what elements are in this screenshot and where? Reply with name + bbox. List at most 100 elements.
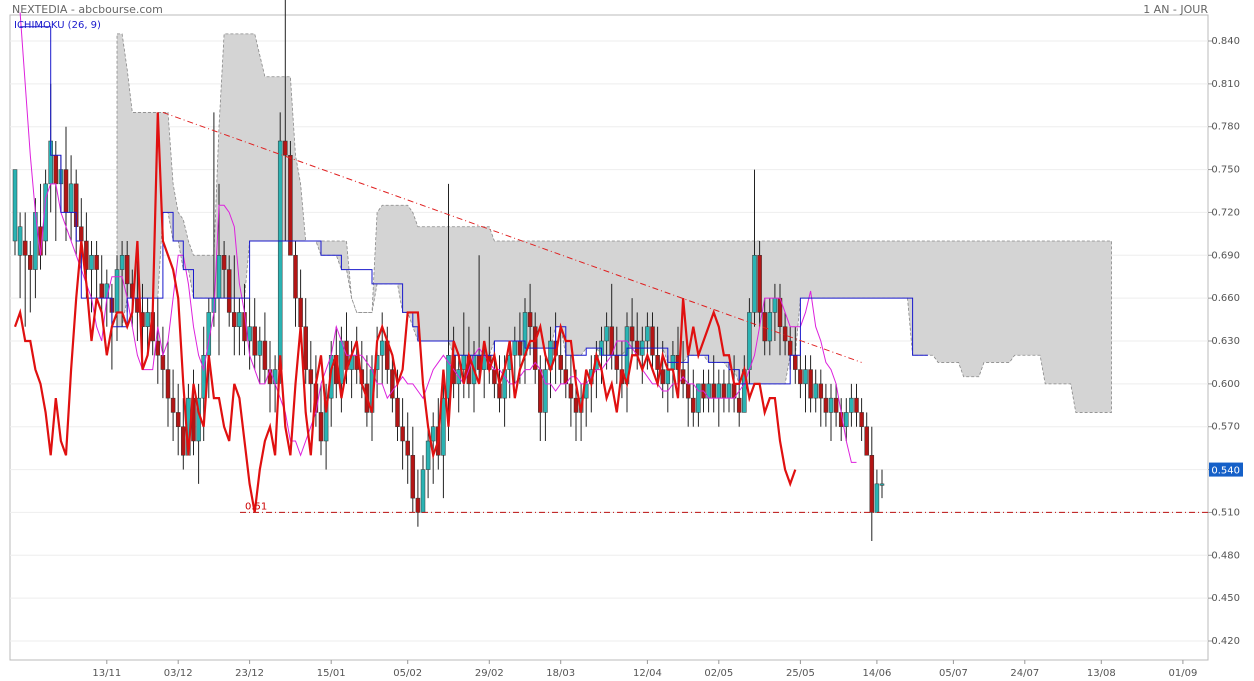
candle-down: [400, 426, 405, 442]
y-tick-label: 0.720: [1211, 207, 1240, 218]
candle-up: [68, 183, 74, 213]
candle-down: [267, 369, 273, 385]
candle-up: [665, 369, 671, 385]
candle-up: [257, 340, 263, 356]
candle-down: [226, 269, 232, 313]
candle-down: [395, 397, 400, 427]
candle-down: [28, 255, 33, 270]
x-tick-label: 13/11: [92, 668, 121, 679]
chart-title: NEXTEDIA - abcbourse.com: [12, 3, 163, 16]
candle-up: [379, 340, 385, 356]
candle-up: [323, 397, 329, 442]
candle-down: [757, 255, 762, 313]
candle-up: [512, 340, 518, 356]
y-tick-label: 0.420: [1211, 636, 1240, 647]
cloud-area: [116, 33, 1112, 413]
candle-up: [849, 397, 854, 413]
candle-up: [752, 255, 757, 313]
candle-down: [170, 397, 176, 413]
candle-up: [604, 326, 609, 342]
x-tick-label: 12/04: [633, 668, 662, 679]
candle-down: [864, 426, 869, 456]
candle-up: [828, 397, 834, 413]
candle-down: [221, 255, 227, 270]
candle-down: [869, 455, 875, 513]
candle-down: [573, 397, 579, 413]
candle-down: [833, 397, 839, 413]
x-tick-label: 13/08: [1087, 668, 1116, 679]
candle-up: [747, 312, 752, 370]
candle-up: [441, 397, 446, 456]
chikou-line: [13, 112, 797, 513]
candle-down: [782, 326, 788, 342]
ichimoku-cloud: [116, 33, 1112, 413]
candle-up: [430, 426, 436, 442]
candle-up: [772, 297, 778, 313]
candle-up: [277, 140, 283, 370]
candle-down: [165, 369, 171, 399]
support-label: 0.51: [245, 501, 267, 512]
candle-down: [63, 169, 69, 213]
candle-down: [99, 283, 104, 299]
candle-down: [823, 397, 829, 413]
candle-down: [298, 297, 303, 327]
candle-up: [874, 483, 880, 513]
candle-up: [645, 326, 650, 342]
candle-down: [660, 369, 665, 385]
candle-up: [726, 383, 732, 399]
candle-down: [318, 412, 324, 442]
candle-up: [696, 383, 701, 413]
candle-up: [12, 169, 18, 242]
candle-up: [879, 483, 885, 486]
y-tick-label: 0.690: [1211, 250, 1240, 261]
candle-down: [558, 355, 563, 370]
candle-down: [308, 369, 314, 385]
x-tick-label: 29/02: [475, 668, 504, 679]
indicator-label: ICHIMOKU (26, 9): [14, 20, 101, 31]
candle-down: [808, 369, 813, 399]
y-tick-label: 0.480: [1211, 550, 1240, 561]
y-tick-label: 0.570: [1211, 422, 1240, 433]
candle-down: [691, 397, 696, 413]
x-tick-label: 18/03: [546, 668, 575, 679]
candle-down: [293, 255, 298, 299]
candle-up: [844, 412, 849, 427]
y-tick-label: 0.450: [1211, 593, 1240, 604]
y-tick-label: 0.750: [1211, 165, 1240, 176]
x-tick-label: 24/07: [1010, 668, 1039, 679]
candle-down: [762, 312, 767, 342]
candle-down: [650, 326, 655, 356]
candle-down: [527, 312, 533, 327]
candle-up: [461, 355, 467, 370]
candle-up: [43, 183, 48, 242]
candle-down: [155, 340, 161, 356]
y-tick-label: 0.630: [1211, 336, 1240, 347]
candle-down: [303, 326, 308, 370]
candle-down: [798, 369, 803, 385]
last-price-box: [1209, 462, 1243, 477]
tenkan-line: [19, 12, 857, 463]
candle-down: [568, 383, 574, 399]
candle-down: [859, 412, 864, 427]
candle-up: [114, 269, 120, 313]
candle-down: [390, 369, 395, 399]
candle-down: [685, 383, 691, 399]
candle-down: [629, 326, 635, 342]
candle-up: [89, 255, 94, 270]
candle-down: [124, 255, 130, 285]
candle-down: [160, 355, 166, 370]
candle-down: [181, 426, 186, 456]
candle-down: [283, 140, 288, 156]
candle-down: [538, 369, 543, 413]
x-tick-label: 14/06: [862, 668, 891, 679]
candle-up: [767, 312, 773, 342]
last-price-label: 0.540: [1211, 466, 1240, 477]
period-label: 1 AN - JOUR: [1143, 3, 1208, 16]
candle-down: [405, 440, 410, 456]
candle-down: [94, 255, 99, 270]
candle-up: [237, 312, 242, 327]
x-tick-label: 05/02: [393, 668, 422, 679]
candle-down: [22, 240, 28, 256]
candle-up: [201, 355, 206, 399]
